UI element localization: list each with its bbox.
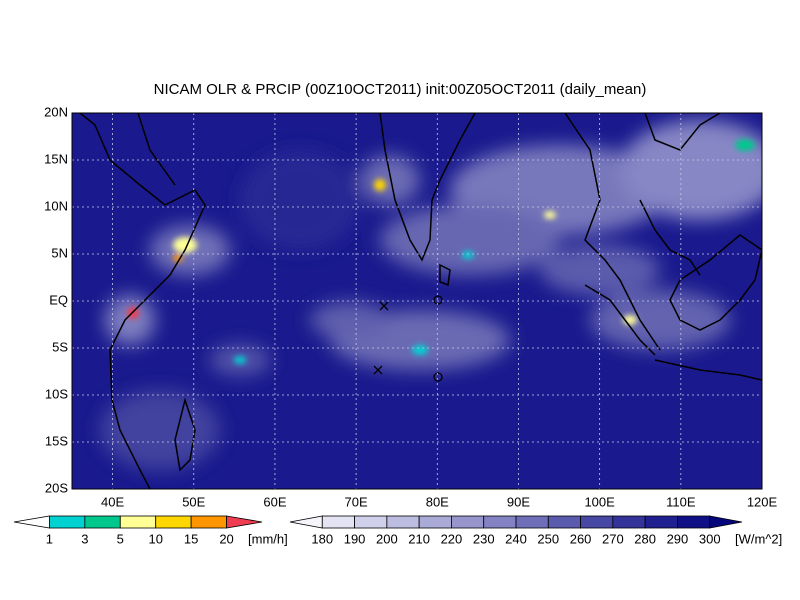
colorbar-box (321, 515, 355, 529)
lon-label: 90E (507, 494, 530, 509)
colorbar-box (612, 515, 646, 529)
lon-label: 50E (182, 494, 205, 509)
lon-label: 40E (101, 494, 124, 509)
colorbar-box (49, 515, 86, 529)
colorbar-box (418, 515, 452, 529)
lon-label: 120E (747, 494, 778, 509)
colorbar-end (13, 515, 50, 529)
colorbar-end (289, 515, 323, 529)
colorbar-label: 280 (634, 531, 656, 546)
colorbar-label: 1 (46, 531, 53, 546)
colorbar-box (84, 515, 121, 529)
lon-label: 100E (584, 494, 615, 509)
colorbar-box (677, 515, 711, 529)
lon-label: 110E (666, 494, 696, 509)
colorbar-label: 180 (311, 531, 333, 546)
lat-label: 5N (51, 245, 68, 260)
colorbar-label: 230 (473, 531, 495, 546)
colorbar-box (354, 515, 388, 529)
lat-label: 20S (45, 480, 68, 495)
colorbar-box (119, 515, 157, 529)
lat-label: 10N (44, 198, 68, 213)
colorbar-unit: [W/m^2] (735, 531, 782, 546)
colorbar-label: 20 (219, 531, 233, 546)
colorbar-label: 250 (537, 531, 559, 546)
colorbar-box (515, 515, 549, 529)
colorbar-label: 200 (376, 531, 398, 546)
colorbar-unit: [mm/h] (248, 531, 288, 546)
lat-label: 5S (52, 339, 68, 354)
colorbar-label: 240 (505, 531, 527, 546)
colorbar-box (190, 515, 227, 529)
colorbar-box (580, 515, 614, 529)
lon-label: 60E (263, 494, 286, 509)
colorbar-label: 300 (699, 531, 721, 546)
colorbar-box (483, 515, 517, 529)
lat-label: 10S (45, 386, 68, 401)
colorbar-box (386, 515, 420, 529)
map (72, 113, 762, 489)
colorbar-box (547, 515, 581, 529)
lat-label: 20N (44, 104, 68, 119)
colorbar-label: 270 (602, 531, 624, 546)
lat-label: 15N (44, 151, 68, 166)
colorbar-end (226, 515, 263, 529)
colorbar-label: 210 (408, 531, 430, 546)
colorbar-box (644, 515, 678, 529)
colorbar-label: 290 (667, 531, 689, 546)
colorbar-label: 3 (81, 531, 88, 546)
lon-label: 70E (345, 494, 368, 509)
colorbar-box (155, 515, 192, 529)
colorbar-label: 15 (184, 531, 198, 546)
colorbar-label: 10 (148, 531, 162, 546)
colorbar-label: 190 (344, 531, 366, 546)
colorbar-label: 220 (441, 531, 463, 546)
lon-label: 80E (426, 494, 449, 509)
lat-label: EQ (49, 292, 68, 307)
title: NICAM OLR & PRCIP (00Z10OCT2011) init:00… (154, 81, 647, 98)
colorbar-label: 5 (117, 531, 124, 546)
colorbar-label: 260 (570, 531, 592, 546)
colorbar-box (451, 515, 485, 529)
colorbar-end (709, 515, 743, 529)
lat-label: 15S (45, 433, 68, 448)
